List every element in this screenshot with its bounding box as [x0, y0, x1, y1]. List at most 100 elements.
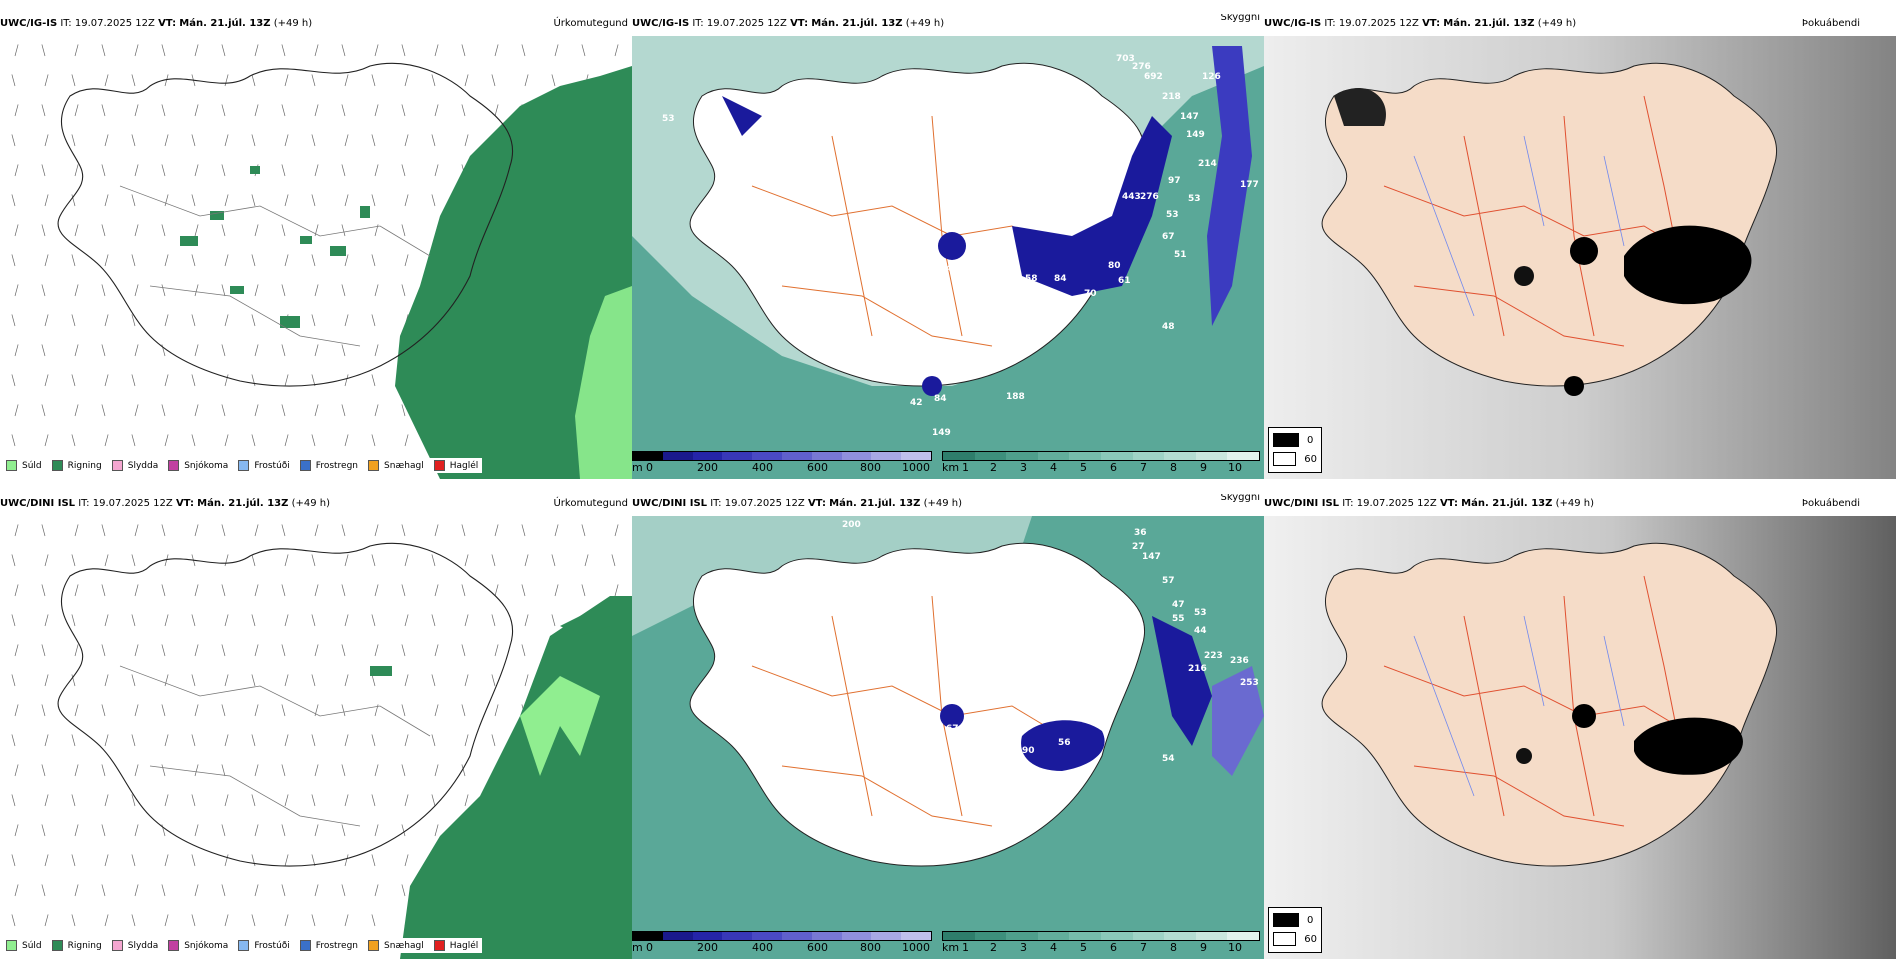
wind-barb	[14, 344, 19, 357]
wind-barb	[41, 164, 46, 177]
wind-barb	[101, 44, 106, 57]
wind-barb	[224, 554, 229, 567]
wind-barb	[104, 254, 109, 267]
wind-barb	[221, 764, 226, 777]
colorbar-tick: 5	[1080, 461, 1087, 474]
legend-snow-pellets: Snæhagl	[368, 460, 424, 471]
lead-time: (+49 h)	[291, 498, 331, 509]
wind-barb	[104, 554, 109, 567]
wind-barb	[374, 104, 379, 117]
cloud-base-label: 90	[1022, 746, 1035, 756]
wind-barb	[41, 344, 46, 357]
wind-barb	[104, 614, 109, 627]
wind-barb	[44, 434, 49, 447]
wind-barb	[11, 554, 16, 567]
vt-value: Mán. 21.júl. 13Z	[179, 18, 271, 29]
colorbar-tick: 1	[962, 461, 969, 474]
land-white	[689, 62, 1146, 387]
wind-barb	[224, 734, 229, 747]
wind-barb	[281, 884, 286, 897]
wind-barb	[311, 194, 316, 207]
it-value: 19.07.2025 12Z	[92, 498, 173, 509]
colorbar-tick: 1000	[902, 461, 930, 474]
wind-barb	[11, 794, 16, 807]
colorbar-tick: 2	[990, 941, 997, 954]
wind-barb	[221, 164, 226, 177]
legend-label: Rigning	[67, 460, 102, 471]
wind-barb	[164, 794, 169, 807]
wind-barb	[524, 554, 529, 567]
cloud-base-label: 443	[1122, 192, 1141, 202]
wind-barb	[251, 674, 256, 687]
colorbar-tick: 4	[1050, 461, 1057, 474]
panel-header: UWC/DINI ISL IT: 19.07.2025 12Z VT: Mán.…	[1264, 494, 1896, 514]
wind-barb	[341, 644, 346, 657]
wind-barb	[104, 854, 109, 867]
wind-barb	[221, 284, 226, 297]
wind-barb	[134, 644, 139, 657]
wind-barb	[44, 554, 49, 567]
fog-legend-label: 0	[1307, 914, 1314, 926]
wind-barb	[311, 734, 316, 747]
precip-legend: Súld Rigning Slydda Snjókoma Frostúði Fr…	[2, 458, 483, 473]
wind-barb	[11, 614, 16, 627]
wind-barb	[101, 584, 106, 597]
cloud-base-label: 55	[1172, 614, 1185, 624]
cloud-base-label: 147	[1142, 552, 1161, 562]
wind-barb	[224, 614, 229, 627]
wind-barb	[344, 434, 349, 447]
wind-barb	[221, 584, 226, 597]
wind-barb	[194, 884, 199, 897]
wind-barb	[224, 374, 229, 387]
wind-barb	[311, 614, 316, 627]
wind-barb	[131, 914, 136, 927]
precip-panel-row1: UWC/IG-IS IT: 19.07.2025 12Z VT: Mán. 21…	[0, 14, 632, 479]
cloud-base-label: 58	[1025, 274, 1038, 284]
colorbar-ramp	[942, 931, 1260, 941]
wind-barb	[44, 314, 49, 327]
cloud-base-label: 149	[1186, 130, 1205, 140]
wind-barb	[431, 74, 436, 87]
legend-rain: Rigning	[51, 460, 102, 471]
wind-barb	[314, 104, 319, 117]
wind-barb	[491, 74, 496, 87]
model-name: UWC/IG-IS	[0, 18, 58, 29]
wind-barb	[434, 644, 439, 657]
legend-label: Slydda	[127, 940, 159, 951]
wind-barb	[164, 734, 169, 747]
wind-barb	[251, 314, 256, 327]
legend-snow: Snjókoma	[168, 460, 228, 471]
wind-barb	[71, 794, 76, 807]
fog-panel-row1: UWC/IG-IS IT: 19.07.2025 12Z VT: Mán. 21…	[1264, 14, 1900, 479]
panel-title: Þokuábendi	[1801, 18, 1860, 29]
wind-barb	[74, 104, 79, 117]
wind-barb	[281, 164, 286, 177]
model-name: UWC/DINI ISL	[1264, 498, 1340, 509]
wind-barb	[131, 854, 136, 867]
wind-barb	[341, 104, 346, 117]
wind-barb	[524, 614, 529, 627]
wind-barb	[254, 404, 259, 417]
wind-barb	[614, 44, 619, 57]
wind-barb	[41, 884, 46, 897]
legend-freezing-drizzle: Frostúði	[238, 940, 290, 951]
cloud-height-colorbar: m 0 200 400 600 800 1000	[632, 451, 932, 475]
panel-header: UWC/DINI ISL IT: 19.07.2025 12Z VT: Mán.…	[0, 494, 632, 514]
wind-barb	[284, 674, 289, 687]
wind-barb	[74, 704, 79, 717]
legend-sleet: Slydda	[111, 940, 159, 951]
wind-barb	[14, 644, 19, 657]
wind-barb	[371, 734, 376, 747]
wind-barb	[434, 704, 439, 717]
wind-barb	[581, 524, 586, 537]
fog-panel-row2: UWC/DINI ISL IT: 19.07.2025 12Z VT: Mán.…	[1264, 494, 1900, 959]
lead-time: (+49 h)	[905, 18, 945, 29]
colorbar-tick: 1	[962, 941, 969, 954]
coastline	[57, 62, 514, 387]
wind-barb	[404, 434, 409, 447]
wind-barb	[11, 254, 16, 267]
legend-label: Frostúði	[254, 940, 290, 951]
legend-rain: Rigning	[51, 940, 102, 951]
wind-barb	[311, 914, 316, 927]
wind-barb	[584, 554, 589, 567]
